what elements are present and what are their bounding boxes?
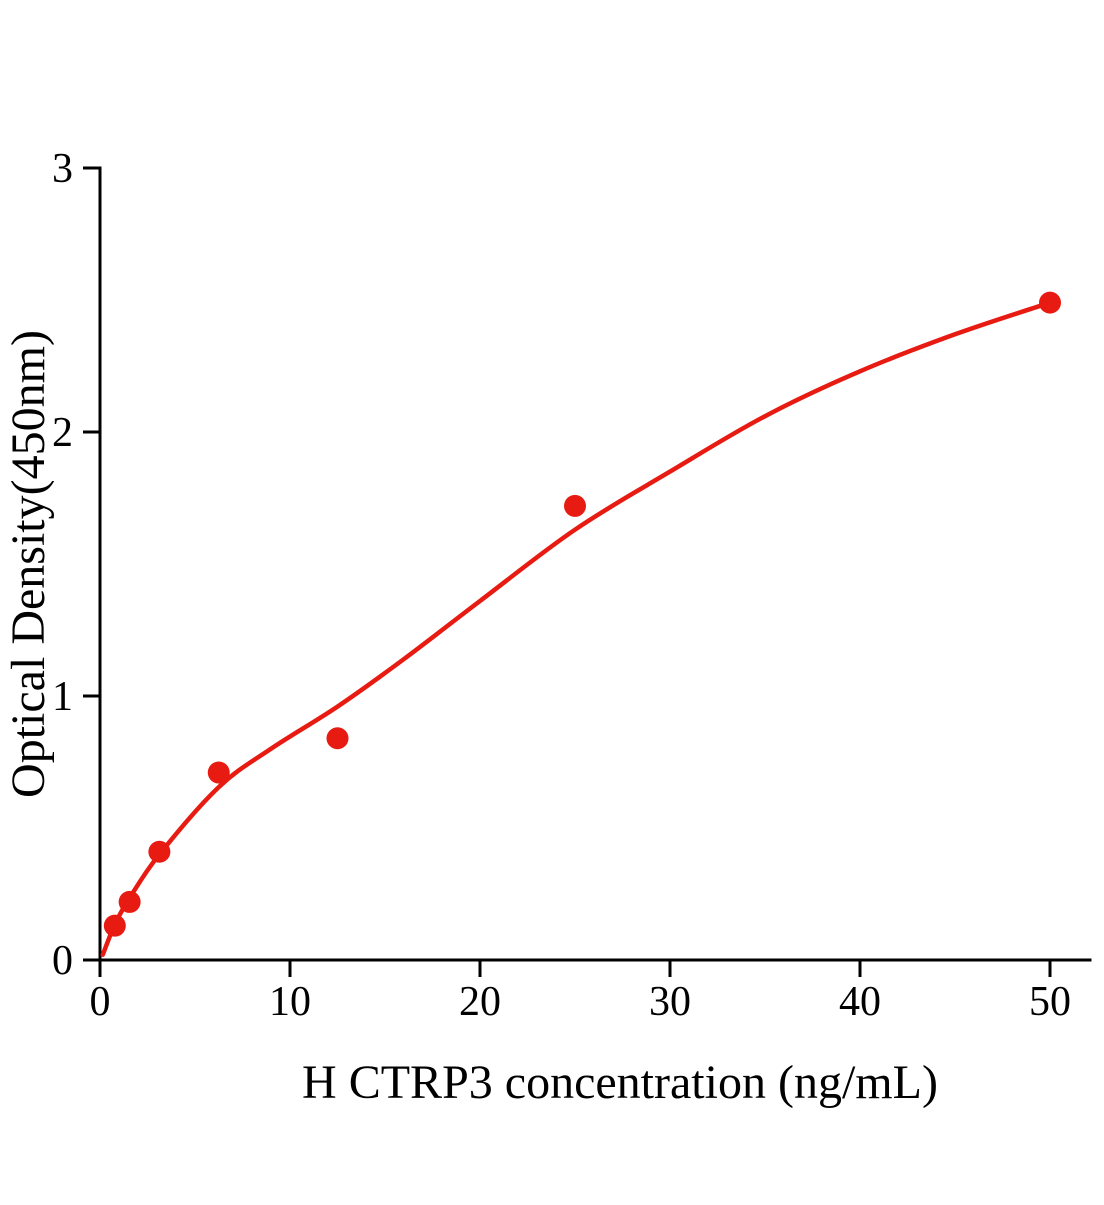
x-tick-label: 0	[90, 979, 111, 1025]
x-tick-label: 10	[269, 979, 311, 1025]
y-tick-label: 3	[52, 146, 73, 192]
axis-lines	[98, 166, 1092, 962]
y-axis-title: Optical Density(450nm)	[2, 330, 55, 798]
plot-layer: 0 10 20 30 40 50 0 1 2 3	[52, 146, 1092, 1025]
y-tick-label: 1	[52, 674, 73, 720]
x-tick-label: 30	[649, 979, 691, 1025]
x-tick-label: 20	[459, 979, 501, 1025]
y-tick-label: 0	[52, 938, 73, 984]
data-point	[103, 914, 126, 937]
data-point	[118, 890, 141, 913]
fit-curve-line	[100, 300, 1053, 957]
data-point	[207, 761, 230, 784]
data-point	[564, 494, 586, 517]
data-point	[326, 727, 349, 750]
data-point	[1039, 291, 1061, 314]
x-axis-title: H CTRP3 concentration (ng/mL)	[302, 1056, 938, 1109]
x-tick-label: 50	[1029, 979, 1071, 1025]
data-point	[148, 840, 171, 863]
x-tick-label: 40	[839, 979, 881, 1025]
y-tick-label: 2	[52, 410, 73, 456]
